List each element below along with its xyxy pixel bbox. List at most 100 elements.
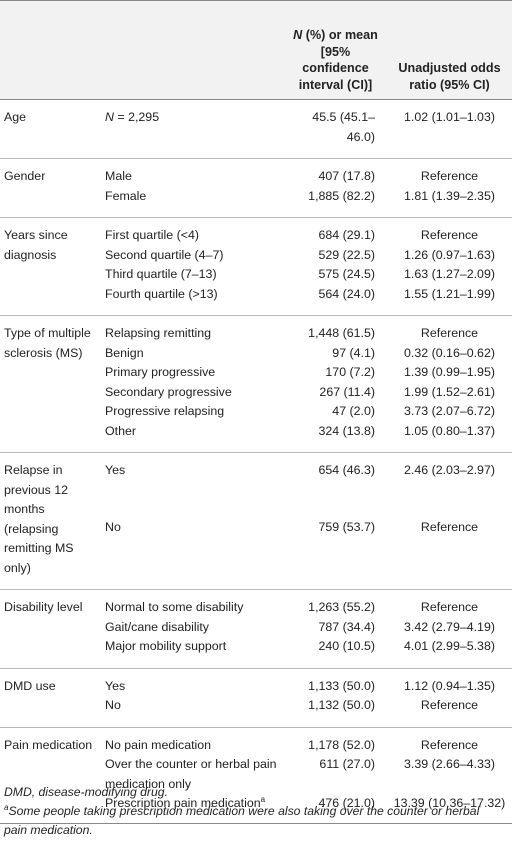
row-group: Type of multiple sclerosis (MS): [0, 315, 104, 453]
row-value: 1,263 (55.2): [308, 600, 375, 614]
row-category: Major mobility support: [104, 637, 284, 669]
table-row: Gait/cane disability 787 (34.4) 3.42 (2.…: [0, 618, 512, 638]
row-value: 476 (21.0): [284, 794, 387, 824]
row-value: 1,132 (50.0): [284, 696, 387, 728]
table-row: Fourth quartile (>13) 564 (24.0) 1.55 (1…: [0, 284, 512, 316]
table-body: Age N = 2,295 45.5 (45.1–46.0) 1.02 (1.0…: [0, 99, 512, 824]
row-odds-ratio: 1.12 (0.94–1.35): [404, 678, 495, 693]
row-group: Relapse in previous 12 months (relapsing…: [0, 452, 104, 590]
row-odds-ratio: 1.55 (1.21–1.99): [387, 284, 512, 316]
row-value: 324 (13.8): [284, 421, 387, 453]
row-category: Fourth quartile (>13): [104, 284, 284, 316]
row-category: Female: [104, 186, 284, 218]
row-category: First quartile (<4): [105, 228, 199, 242]
row-odds-ratio: 2.46 (2.03–2.97): [404, 463, 495, 477]
row-value: 575 (24.5): [318, 267, 375, 281]
row-value: 45.5 (45.1–46.0): [284, 99, 387, 159]
row-odds-ratio: Reference: [387, 696, 512, 728]
row-odds-ratio: 4.01 (2.99–5.38): [387, 637, 512, 669]
row-value: 654 (46.3): [318, 463, 375, 477]
row-value: 170 (7.2): [325, 365, 375, 379]
row-category: Relapsing remitting: [105, 326, 212, 340]
table-row: Age N = 2,295 45.5 (45.1–46.0) 1.02 (1.0…: [0, 99, 512, 159]
row-value: 529 (22.5): [318, 247, 375, 262]
header-empty-1: [0, 0, 104, 100]
row-odds-ratio: Reference: [420, 228, 479, 242]
footnote-a: aSome people taking prescription medicat…: [4, 802, 480, 837]
table-row: Disability level Normal to some disabili…: [0, 589, 512, 669]
table-row: DMD use Yes 1,133 (50.0) 1.12 (0.94–1.35…: [0, 668, 512, 728]
row-odds-ratio: 1.39 (0.99–1.95): [404, 365, 495, 379]
table-header: N (%) or mean [95% confidence interval (…: [0, 0, 512, 100]
row-category: Yes: [105, 463, 126, 477]
row-category: Gait/cane disability: [105, 619, 209, 634]
table-row: Other 324 (13.8) 1.05 (0.80–1.37): [0, 421, 512, 453]
row-group: Disability level: [0, 589, 104, 669]
footnote-marker: a: [260, 794, 266, 804]
table-row: Second quartile (4–7) 529 (22.5) 1.26 (0…: [0, 246, 512, 266]
row-value: 611 (27.0): [319, 757, 375, 771]
row-odds-ratio: 1.26 (0.97–1.63): [404, 247, 495, 262]
table-row: Major mobility support 240 (10.5) 4.01 (…: [0, 637, 512, 669]
table-row: Primary progressive 170 (7.2) 1.39 (0.99…: [0, 363, 512, 383]
row-odds-ratio: Reference: [420, 600, 479, 614]
row-odds-ratio: 1.99 (1.52–2.61): [404, 384, 495, 399]
row-category: Secondary progressive: [105, 384, 232, 399]
table-row: Secondary progressive 267 (11.4) 1.99 (1…: [0, 383, 512, 403]
row-odds-ratio: 1.05 (0.80–1.37): [387, 421, 512, 453]
row-category: Yes: [105, 678, 126, 693]
row-group: DMD use: [0, 668, 104, 728]
table-footnotes: DMD, disease-modifying drug. aSome peopl…: [4, 783, 504, 840]
table-row: Gender Male 407 (17.8) Reference: [0, 158, 512, 218]
row-category: No pain medication: [105, 737, 212, 752]
table-row: Benign 97 (4.1) 0.32 (0.16–0.62): [0, 344, 512, 364]
table-row: Years since diagnosis First quartile (<4…: [0, 217, 512, 316]
row-odds-ratio: Reference: [420, 326, 479, 340]
row-odds-ratio: 13.39 (10.36–17.32): [387, 794, 512, 824]
row-category: Normal to some disability: [105, 600, 244, 614]
table-row: No 1,132 (50.0) Reference: [0, 696, 512, 728]
header-odds-ratio: Unadjusted odds ratio (95% CI): [387, 0, 512, 100]
row-category: Over the counter or herbal pain medicati…: [105, 757, 277, 791]
row-group: Age: [0, 99, 104, 159]
row-value: 407 (17.8): [318, 169, 375, 183]
row-category: Progressive relapsing: [105, 404, 225, 418]
row-value: 1,885 (82.2): [284, 186, 387, 218]
row-odds-ratio: Reference: [420, 169, 479, 183]
data-table: N (%) or mean [95% confidence interval (…: [0, 0, 512, 824]
row-odds-ratio: 1.63 (1.27–2.09): [404, 267, 495, 281]
row-odds-ratio: 1.02 (1.01–1.03): [387, 99, 512, 159]
row-odds-ratio: 3.39 (2.66–4.33): [404, 757, 495, 771]
row-odds-ratio: 3.73 (2.07–6.72): [404, 404, 495, 418]
row-category: Second quartile (4–7): [105, 247, 224, 262]
row-value: 97 (4.1): [332, 345, 375, 360]
footnote-a-marker: a: [4, 802, 9, 812]
row-category: Other: [104, 421, 284, 453]
row-category: Male: [105, 169, 132, 183]
row-value: 267 (11.4): [319, 384, 375, 399]
row-category: No: [104, 517, 284, 590]
row-odds-ratio: Reference: [387, 517, 512, 590]
header-empty-2: [104, 0, 284, 100]
row-value: 684 (29.1): [318, 228, 375, 242]
row-value: 1,133 (50.0): [308, 678, 375, 693]
header-count: N (%) or mean [95% confidence interval (…: [284, 0, 387, 100]
table-row: Type of multiple sclerosis (MS) Relapsin…: [0, 315, 512, 453]
row-value: 787 (34.4): [318, 619, 375, 634]
row-value: 564 (24.0): [284, 284, 387, 316]
row-odds-ratio: 0.32 (0.16–0.62): [404, 345, 495, 360]
row-value: 1,178 (52.0): [308, 737, 375, 752]
row-category: N = 2,295: [104, 99, 284, 159]
row-odds-ratio: Reference: [420, 737, 479, 752]
row-value: 240 (10.5): [284, 637, 387, 669]
row-category: No: [104, 696, 284, 728]
table-row: Relapse in previous 12 months (relapsing…: [0, 452, 512, 590]
row-group: Pain medication: [0, 727, 104, 824]
row-group: Gender: [0, 158, 104, 218]
footnote-abbreviation: DMD, disease-modifying drug.: [4, 785, 168, 799]
table-row: No 759 (53.7) Reference: [0, 517, 512, 590]
row-odds-ratio: 3.42 (2.79–4.19): [404, 619, 495, 634]
table-row: Progressive relapsing 47 (2.0) 3.73 (2.0…: [0, 402, 512, 422]
row-group: Years since diagnosis: [0, 217, 104, 316]
table-row: Pain medication No pain medication 1,178…: [0, 727, 512, 824]
